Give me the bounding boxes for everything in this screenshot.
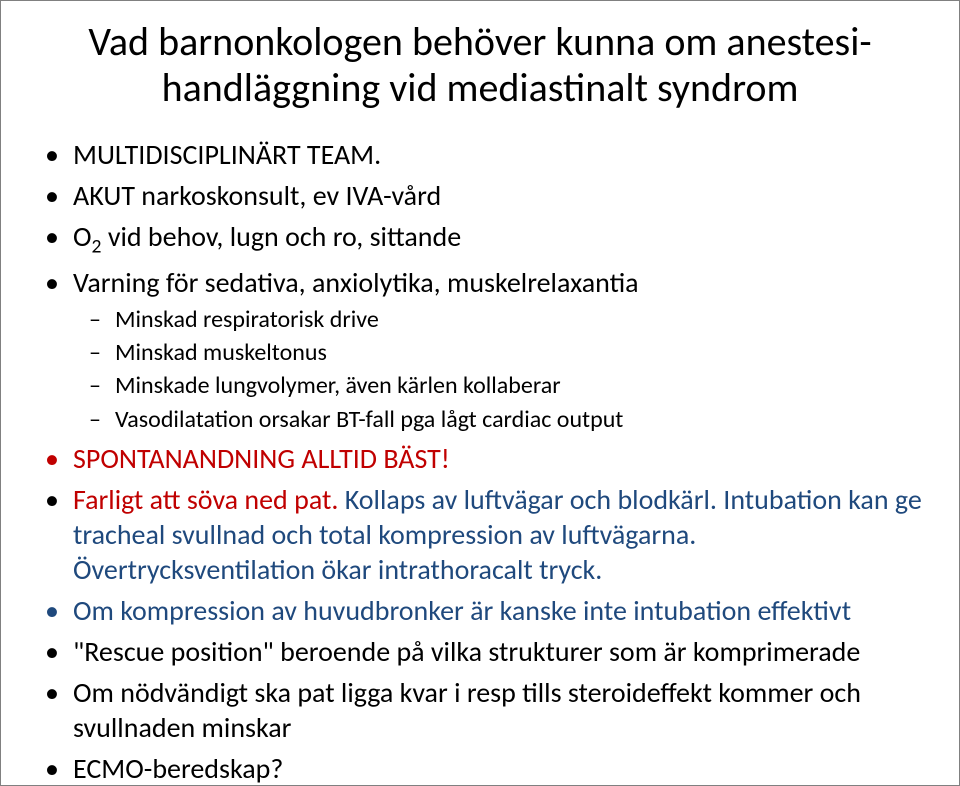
sub-bullet-item: Vasodilatation orsakar BT-fall pga lågt …: [115, 404, 923, 435]
sub-bullet-list: Minskad respiratorisk drive Minskad musk…: [73, 304, 923, 435]
sub-bullet-item: Minskad muskeltonus: [115, 337, 923, 368]
sub-bullet-item: Minskade lungvolymer, även kärlen kollab…: [115, 370, 923, 401]
text-fragment: Varning för sedativa, anxiolytika, muske…: [73, 265, 639, 300]
bullet-item: AKUT narkoskonsult, ev IVA-vård: [73, 178, 923, 213]
bullet-item: Varning för sedativa, anxiolytika, muske…: [73, 265, 923, 435]
slide-title: Vad barnonkologen behöver kunna om anest…: [37, 19, 923, 111]
bullet-item: Om nödvändigt ska pat ligga kvar i resp …: [73, 675, 923, 745]
bullet-item: ECMO-beredskap?: [73, 751, 923, 786]
bullet-item: "Rescue position" beroende på vilka stru…: [73, 634, 923, 669]
bullet-list: MULTIDISCIPLINÄRT TEAM. AKUT narkoskonsu…: [37, 137, 923, 786]
subscript: 2: [92, 235, 102, 259]
bullet-item: Farligt att söva ned pat. Kollaps av luf…: [73, 482, 923, 587]
bullet-item: MULTIDISCIPLINÄRT TEAM.: [73, 137, 923, 172]
sub-bullet-item: Minskad respiratorisk drive: [115, 304, 923, 335]
text-fragment-red: Farligt att söva ned pat.: [73, 482, 338, 517]
bullet-item-highlight: SPONTANANDNING ALLTID BÄST!: [73, 441, 923, 476]
text-fragment: O: [73, 219, 92, 254]
bullet-item: O2 vid behov, lugn och ro, sittande: [73, 219, 923, 259]
bullet-item-blue: Om kompression av huvudbronker är kanske…: [73, 593, 923, 628]
slide: Vad barnonkologen behöver kunna om anest…: [0, 0, 960, 786]
text-fragment: vid behov, lugn och ro, sittande: [101, 219, 461, 254]
